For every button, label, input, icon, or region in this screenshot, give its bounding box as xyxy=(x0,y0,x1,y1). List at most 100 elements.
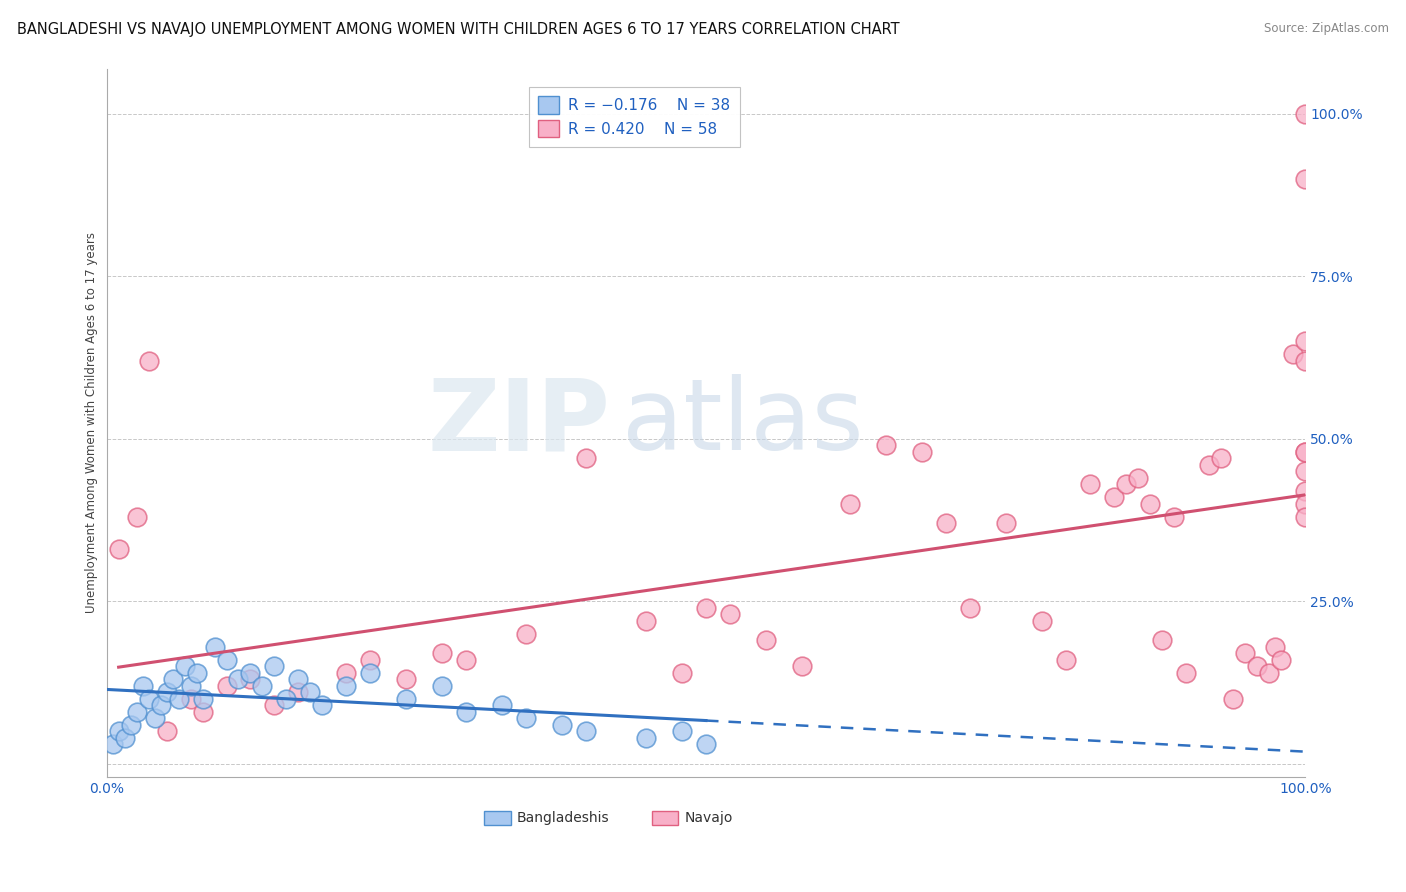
Point xyxy=(155,724,177,739)
Point xyxy=(125,705,148,719)
Point xyxy=(239,665,262,680)
Point xyxy=(875,438,897,452)
Point xyxy=(252,679,274,693)
Legend: R = −0.176    N = 38, R = 0.420    N = 58: R = −0.176 N = 38, R = 0.420 N = 58 xyxy=(529,87,740,146)
Point xyxy=(186,665,208,680)
Point xyxy=(143,711,166,725)
Point xyxy=(1258,665,1281,680)
Point xyxy=(311,698,333,713)
Point xyxy=(359,665,381,680)
Point xyxy=(432,646,454,660)
Point xyxy=(180,679,202,693)
Point xyxy=(155,685,177,699)
Point xyxy=(1282,347,1305,361)
Point xyxy=(167,691,190,706)
Point xyxy=(287,672,309,686)
Point xyxy=(1126,471,1149,485)
Point xyxy=(1294,172,1316,186)
Point xyxy=(114,731,136,745)
Point xyxy=(359,653,381,667)
Point xyxy=(1150,633,1173,648)
Point xyxy=(456,653,478,667)
Point xyxy=(191,705,214,719)
Text: ZIP: ZIP xyxy=(427,374,610,471)
FancyBboxPatch shape xyxy=(484,811,510,825)
Point xyxy=(107,724,129,739)
Point xyxy=(838,497,860,511)
Point xyxy=(149,698,172,713)
Point xyxy=(138,691,160,706)
Point xyxy=(515,711,537,725)
Text: Bangladeshis: Bangladeshis xyxy=(516,811,609,825)
Point xyxy=(575,724,598,739)
Point xyxy=(162,672,184,686)
Point xyxy=(636,731,658,745)
Point xyxy=(125,509,148,524)
Point xyxy=(551,717,574,731)
Point xyxy=(138,354,160,368)
Point xyxy=(911,445,934,459)
Point xyxy=(1234,646,1257,660)
Point xyxy=(1294,497,1316,511)
Point xyxy=(1054,653,1077,667)
Text: atlas: atlas xyxy=(621,374,863,471)
Point xyxy=(935,516,957,531)
Point xyxy=(173,659,195,673)
Point xyxy=(299,685,322,699)
Point xyxy=(636,614,658,628)
Point xyxy=(671,665,693,680)
Point xyxy=(215,653,238,667)
Point xyxy=(994,516,1017,531)
Point xyxy=(1294,509,1316,524)
Point xyxy=(1174,665,1197,680)
Text: Navajo: Navajo xyxy=(685,811,733,825)
Point xyxy=(1294,354,1316,368)
Point xyxy=(432,679,454,693)
Point xyxy=(1211,451,1233,466)
Point xyxy=(671,724,693,739)
Point xyxy=(515,626,537,640)
Point xyxy=(718,607,741,622)
Point xyxy=(263,698,285,713)
Point xyxy=(1270,653,1292,667)
Point xyxy=(1294,445,1316,459)
Point xyxy=(456,705,478,719)
Point xyxy=(1294,483,1316,498)
Point xyxy=(276,691,298,706)
Point xyxy=(395,691,418,706)
Text: BANGLADESHI VS NAVAJO UNEMPLOYMENT AMONG WOMEN WITH CHILDREN AGES 6 TO 17 YEARS : BANGLADESHI VS NAVAJO UNEMPLOYMENT AMONG… xyxy=(17,22,900,37)
Point xyxy=(107,542,129,557)
Point xyxy=(1264,640,1286,654)
Point xyxy=(191,691,214,706)
Point xyxy=(335,679,357,693)
Point xyxy=(101,737,124,751)
Point xyxy=(131,679,153,693)
Point xyxy=(228,672,250,686)
Point xyxy=(1294,107,1316,121)
Point xyxy=(1031,614,1053,628)
Point xyxy=(120,717,142,731)
Point xyxy=(1078,477,1101,491)
Point xyxy=(1246,659,1268,673)
Point xyxy=(204,640,226,654)
Point xyxy=(959,600,981,615)
Point xyxy=(1222,691,1244,706)
Point xyxy=(395,672,418,686)
FancyBboxPatch shape xyxy=(652,811,679,825)
Point xyxy=(1198,458,1220,472)
Point xyxy=(790,659,813,673)
Y-axis label: Unemployment Among Women with Children Ages 6 to 17 years: Unemployment Among Women with Children A… xyxy=(86,232,98,613)
Point xyxy=(335,665,357,680)
Point xyxy=(287,685,309,699)
Point xyxy=(1102,491,1125,505)
Point xyxy=(215,679,238,693)
Point xyxy=(695,600,717,615)
Point xyxy=(180,691,202,706)
Text: Source: ZipAtlas.com: Source: ZipAtlas.com xyxy=(1264,22,1389,36)
Point xyxy=(491,698,513,713)
Point xyxy=(575,451,598,466)
Point xyxy=(263,659,285,673)
Point xyxy=(1294,334,1316,349)
Point xyxy=(1294,464,1316,478)
Point xyxy=(695,737,717,751)
